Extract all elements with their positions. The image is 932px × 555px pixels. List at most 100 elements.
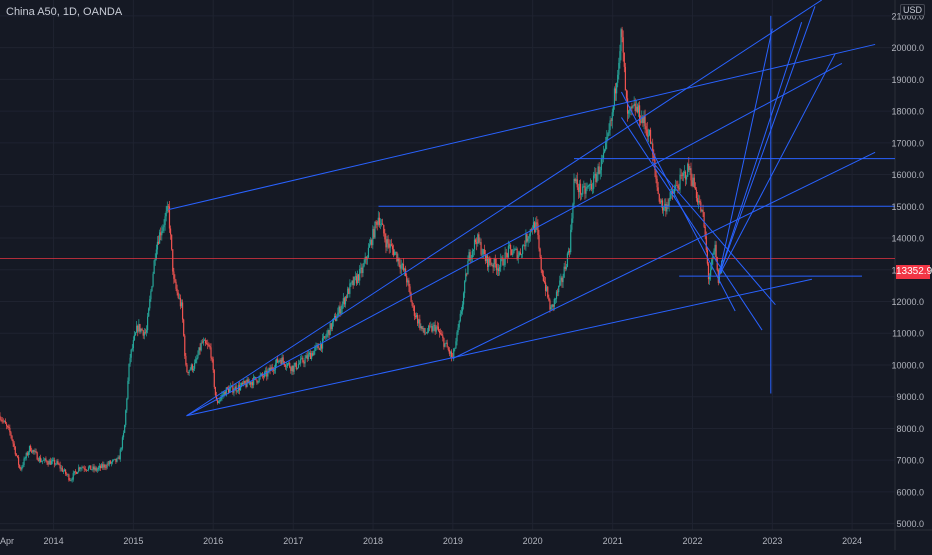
- candle-body: [477, 234, 479, 244]
- drawing-trend-line: [186, 63, 843, 417]
- candle-body: [197, 354, 199, 359]
- candle-body: [715, 244, 717, 258]
- candle-body: [456, 332, 458, 342]
- candle-body: [490, 262, 492, 266]
- candle-body: [168, 206, 171, 229]
- candle-body: [230, 386, 232, 389]
- candle-body: [26, 453, 28, 456]
- candle-body: [645, 126, 647, 130]
- price-tick-label: 20000.0: [891, 43, 924, 53]
- candle-body: [524, 245, 526, 247]
- candle-body: [122, 432, 125, 438]
- candle-body: [534, 222, 536, 233]
- currency-badge[interactable]: USD: [900, 4, 926, 16]
- candle-body: [359, 268, 361, 281]
- candle-body: [542, 274, 544, 281]
- candle-body: [675, 185, 677, 189]
- time-tick-label: 2014: [44, 536, 64, 546]
- candle-body: [515, 248, 517, 250]
- candle-body: [413, 306, 415, 316]
- candle-body: [260, 373, 262, 376]
- candle-body: [700, 202, 702, 212]
- candle-body: [125, 410, 127, 426]
- candle-body: [0, 415, 1, 420]
- candle-body: [625, 90, 628, 99]
- candle-body: [14, 446, 16, 455]
- candle-body: [85, 469, 87, 471]
- candle-body: [151, 286, 153, 292]
- candle-body: [623, 52, 625, 67]
- price-tick-label: 8000.0: [896, 424, 924, 434]
- candle-body: [555, 291, 558, 299]
- candle-body: [432, 325, 434, 332]
- candle-body: [116, 458, 118, 462]
- candle-body: [124, 425, 126, 433]
- candle-body: [610, 120, 612, 122]
- candle-body: [87, 467, 90, 471]
- candle-body: [479, 242, 481, 243]
- candle-body: [225, 387, 227, 396]
- candle-body: [609, 120, 611, 131]
- candle-body: [248, 382, 250, 384]
- candle-body: [91, 469, 93, 470]
- drawing-trend-line: [186, 0, 823, 417]
- candle-body: [34, 451, 36, 452]
- candle-body: [462, 293, 465, 305]
- price-tick-label: 12000.0: [891, 297, 924, 307]
- candle-body: [274, 363, 277, 370]
- candle-body: [688, 163, 690, 171]
- candle-body: [443, 338, 445, 347]
- candle-body: [317, 344, 319, 349]
- candle-body: [67, 474, 69, 476]
- candle-body: [108, 461, 110, 465]
- candle-body: [241, 382, 243, 386]
- candle-body: [612, 105, 614, 113]
- candle-body: [128, 363, 130, 381]
- candle-body: [313, 350, 315, 356]
- candle-body: [388, 243, 390, 248]
- price-tick-label: 5000.0: [896, 519, 924, 529]
- candle-body: [110, 462, 113, 464]
- candle-body: [548, 297, 550, 301]
- candle-body: [157, 241, 160, 244]
- candle-body: [194, 362, 196, 369]
- candle-body: [480, 242, 482, 255]
- candle-body: [236, 391, 238, 392]
- candle-body: [484, 254, 487, 262]
- candle-body: [631, 106, 633, 108]
- candle-body: [626, 98, 629, 114]
- candle-body: [394, 252, 396, 256]
- candle-body: [25, 453, 27, 459]
- candle-body: [420, 326, 422, 329]
- candle-body: [454, 348, 456, 350]
- candle-body: [187, 372, 189, 374]
- candle-body: [527, 238, 529, 242]
- candle-body: [179, 297, 181, 307]
- candle-body: [68, 474, 70, 481]
- time-tick-label: 2019: [443, 536, 463, 546]
- price-tick-label: 11000.0: [892, 329, 924, 339]
- candle-body: [379, 224, 382, 225]
- candle-body: [112, 460, 114, 463]
- candle-body: [538, 235, 540, 249]
- candle-body: [309, 352, 312, 359]
- drawing-trend-line: [168, 43, 876, 210]
- candle-body: [173, 271, 175, 279]
- candle-body: [499, 266, 501, 272]
- candle-body: [671, 191, 673, 194]
- candle-body: [297, 364, 300, 368]
- candle-body: [221, 394, 223, 398]
- candle-body: [325, 336, 327, 338]
- candle-body: [606, 136, 608, 143]
- candle-body: [47, 463, 49, 465]
- candle-body: [169, 228, 172, 235]
- candle-body: [450, 351, 453, 357]
- candle-body: [513, 249, 515, 254]
- candle-body: [45, 458, 47, 461]
- candle-body: [630, 106, 632, 109]
- candle-body: [113, 459, 115, 461]
- candle-body: [581, 194, 583, 195]
- candle-body: [465, 273, 467, 282]
- candle-body: [467, 260, 469, 275]
